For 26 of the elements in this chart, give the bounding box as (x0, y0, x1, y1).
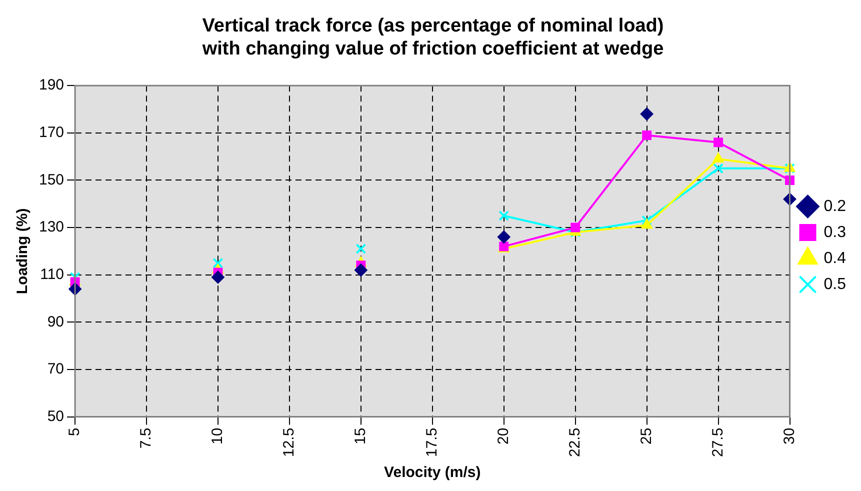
x-tick-label: 30 (780, 428, 798, 444)
x-tick-label: 5 (66, 428, 84, 436)
x-tick-label: 17.5 (424, 428, 441, 458)
x-tick-label: 12.5 (280, 428, 298, 458)
x-tick-label: 7.5 (138, 428, 155, 449)
legend-label: 0.2 (824, 198, 846, 215)
y-tick-label: 190 (38, 76, 64, 94)
legend-label: 0.4 (824, 250, 846, 267)
legend-label: 0.5 (824, 276, 846, 293)
y-tick-label: 90 (47, 313, 64, 330)
x-tick-label: 27.5 (709, 428, 726, 458)
chart-title: Vertical track force (as percentage of nominal load) with changing value of friction coefficient at wedge (201, 16, 664, 60)
y-tick-label: 70 (47, 360, 64, 378)
y-tick-label: 110 (40, 266, 64, 283)
legend-label: 0.3 (824, 224, 846, 241)
x-tick-label: 22.5 (566, 428, 584, 458)
x-tick-label: 15 (352, 428, 370, 444)
y-tick-label: 170 (38, 124, 64, 142)
x-axis-title: Velocity (m/s) (384, 464, 481, 482)
x-tick-label: 10 (209, 428, 226, 444)
y-tick-label: 50 (47, 408, 64, 425)
y-tick-label: 130 (38, 218, 64, 236)
y-tick-label: 150 (38, 171, 64, 188)
y-axis-title: Loading (%) (14, 208, 32, 294)
x-tick-label: 20 (495, 428, 512, 444)
x-tick-label: 25 (638, 428, 655, 444)
